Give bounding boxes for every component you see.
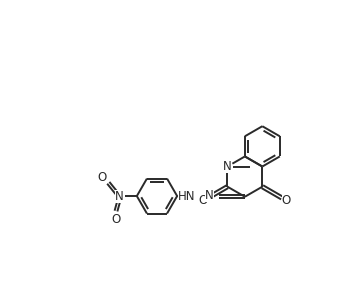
Text: O: O <box>199 194 208 207</box>
Text: O: O <box>282 194 291 207</box>
Text: O: O <box>111 213 121 226</box>
Text: HN: HN <box>178 190 195 203</box>
Text: N: N <box>223 160 232 173</box>
Text: N: N <box>115 189 124 203</box>
Text: O: O <box>97 171 107 184</box>
Text: N: N <box>205 189 214 203</box>
